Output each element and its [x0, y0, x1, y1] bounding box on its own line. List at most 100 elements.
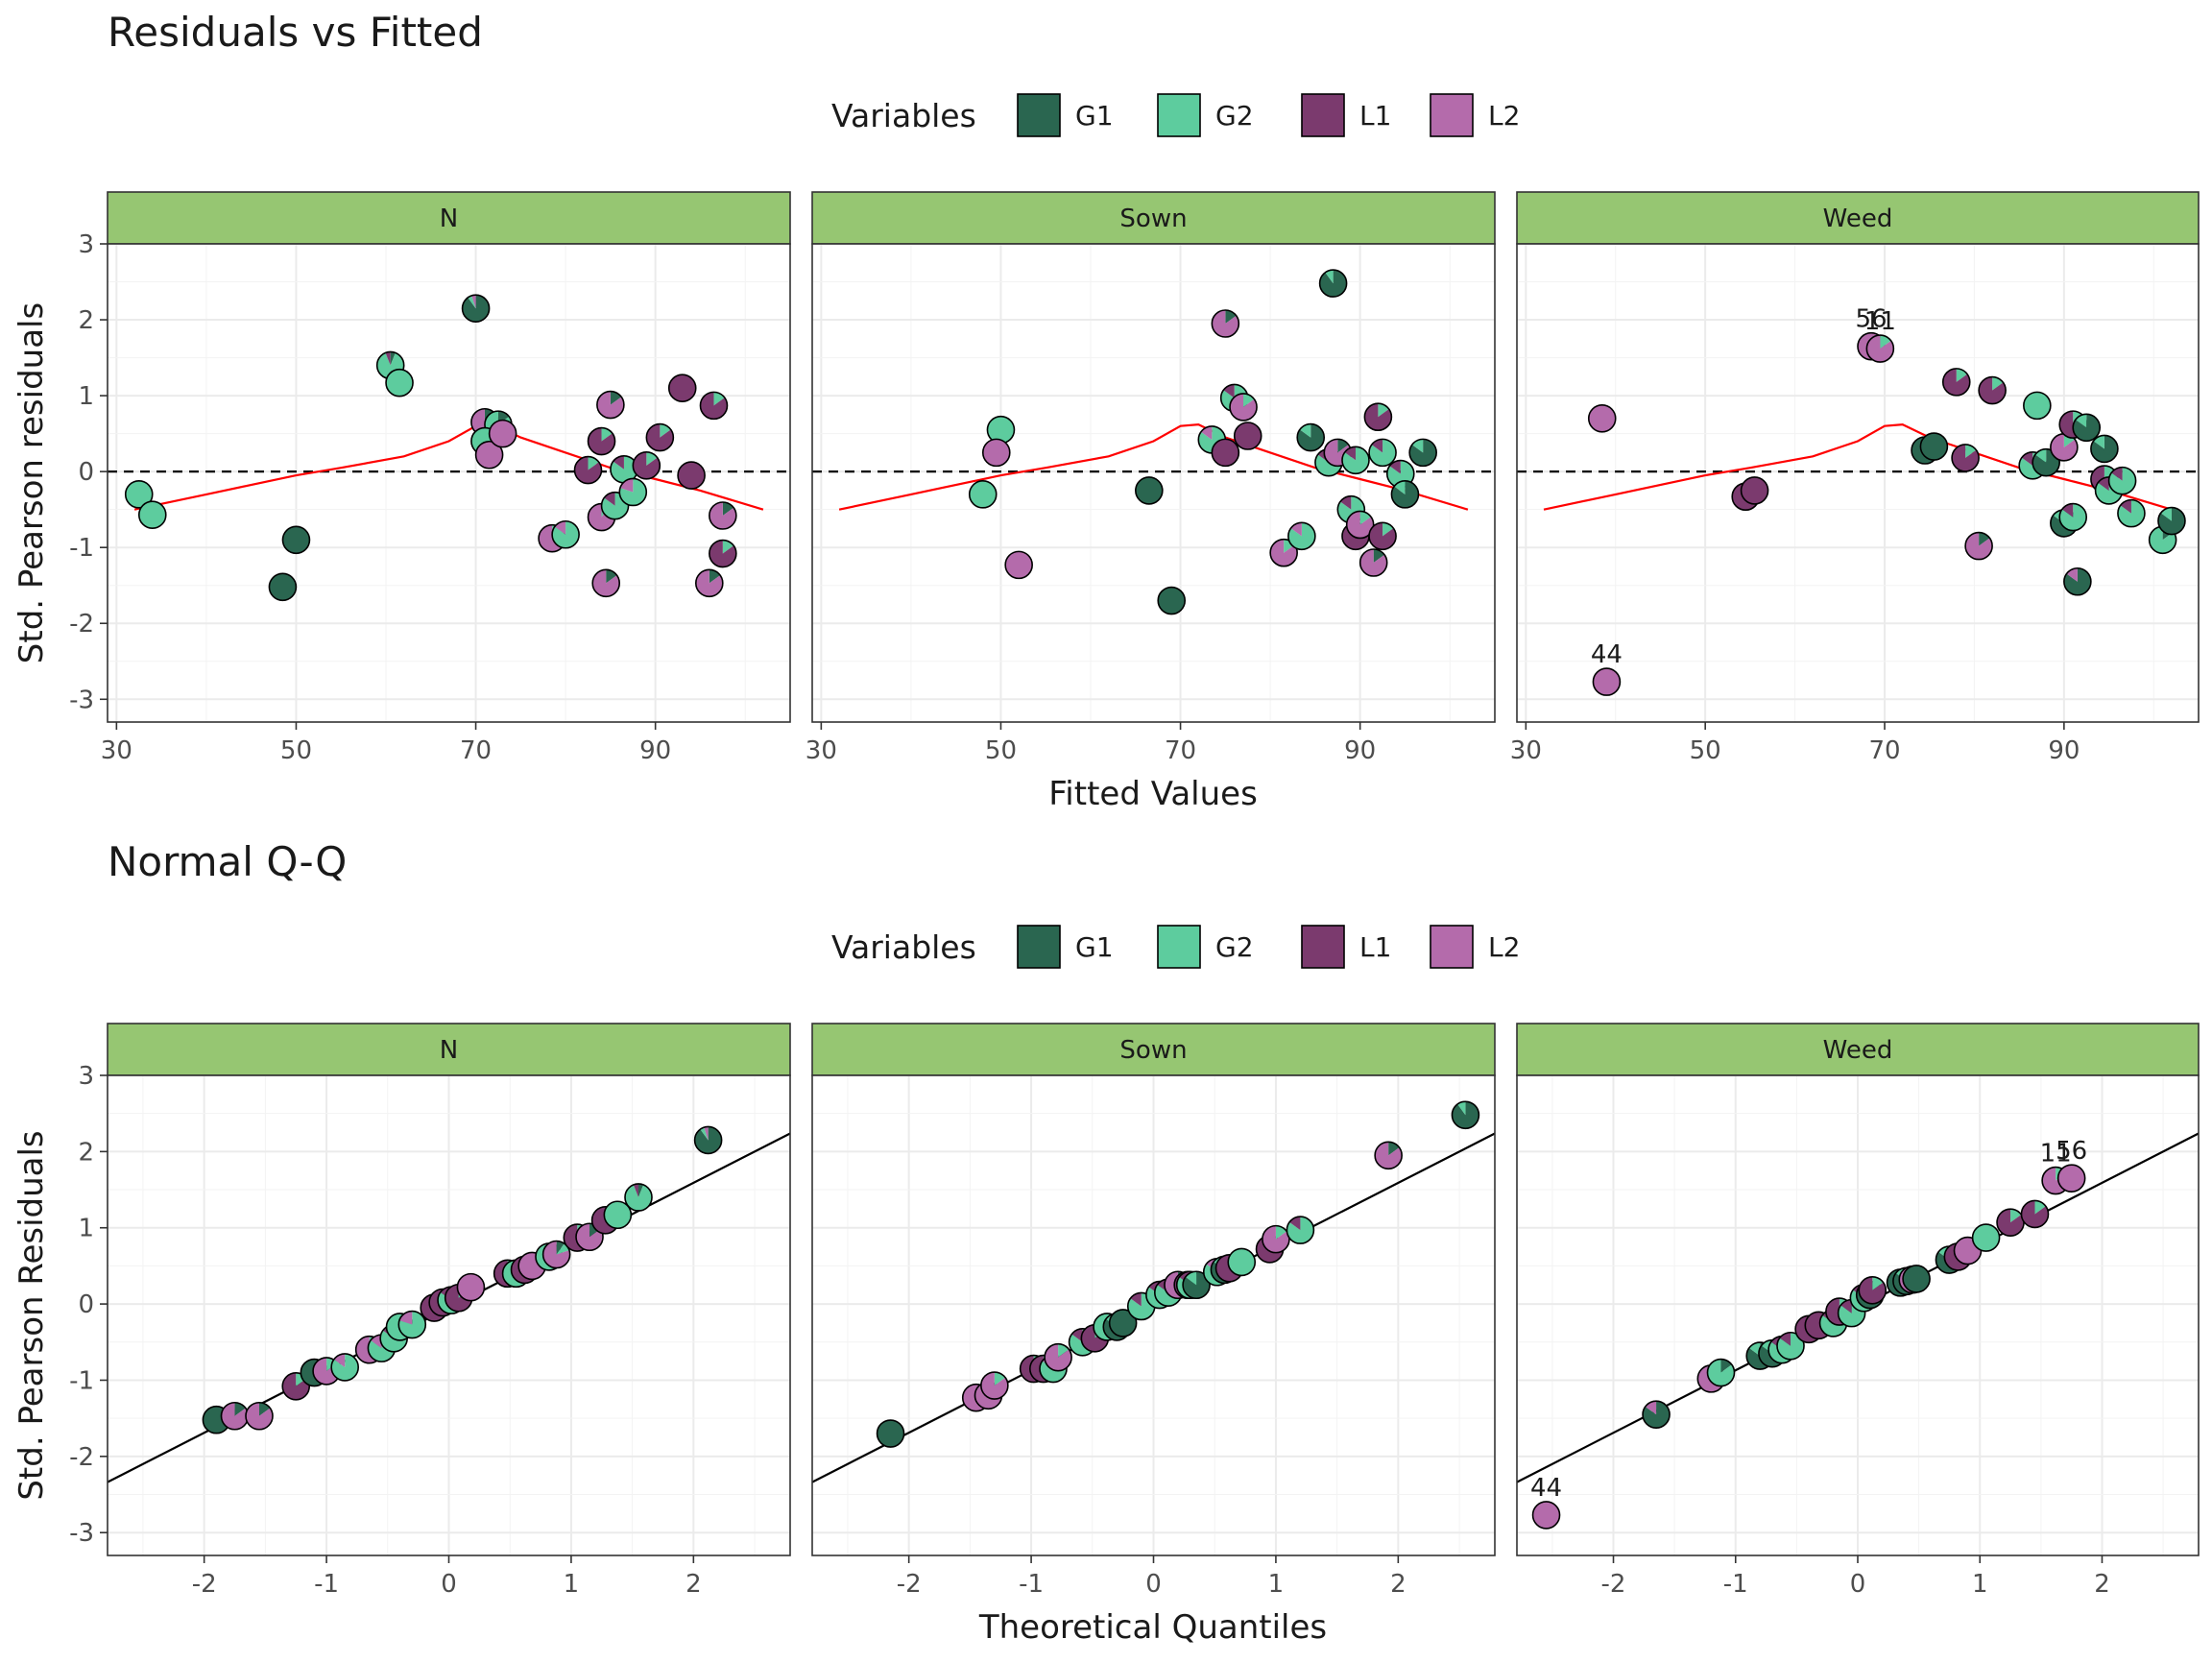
legend-key-g2 [1158, 926, 1200, 968]
data-point [1005, 551, 1032, 578]
point-label: 11 [1864, 307, 1896, 336]
y-tick-label: -3 [69, 1519, 94, 1548]
x-axis-title: Fitted Values [1048, 775, 1258, 813]
legend-key-g2 [1158, 94, 1200, 136]
data-point [1643, 1401, 1670, 1428]
data-point [246, 1403, 273, 1430]
facet-strip-label: Sown [1119, 205, 1187, 233]
data-point [1297, 424, 1324, 451]
data-point [1228, 1248, 1255, 1275]
data-point [1952, 445, 1979, 471]
data-point [1235, 422, 1262, 449]
facet-strip-label: Weed [1823, 205, 1893, 233]
data-point [1391, 481, 1418, 508]
data-point [398, 1312, 425, 1338]
data-point [1742, 477, 1768, 504]
x-tick-label: -2 [1601, 1570, 1626, 1599]
x-axis-title: Theoretical Quantiles [978, 1608, 1327, 1647]
data-point [1158, 588, 1185, 615]
x-tick-label: 30 [805, 736, 837, 765]
y-tick-label: -3 [69, 686, 94, 714]
data-point [1288, 522, 1315, 549]
x-tick-label: 70 [460, 736, 492, 765]
data-point [1364, 403, 1391, 430]
y-tick-label: 2 [78, 306, 94, 335]
data-point [1979, 377, 2006, 404]
point-label: 56 [2056, 1137, 2087, 1166]
x-tick-label: 70 [1165, 736, 1196, 765]
data-point [552, 521, 579, 548]
y-tick-label: 1 [78, 382, 94, 411]
x-tick-label: 50 [985, 736, 1017, 765]
data-point [1533, 1502, 1560, 1529]
y-axis-title: Std. Pearson residuals [12, 302, 51, 663]
data-point [222, 1403, 249, 1430]
data-point [269, 573, 296, 600]
x-tick-label: -1 [314, 1570, 339, 1599]
data-point [2024, 392, 2051, 419]
facet-strip-label: N [440, 1036, 458, 1065]
data-point [1973, 1224, 2000, 1251]
data-point [2059, 504, 2086, 531]
y-tick-label: 3 [78, 1062, 94, 1091]
data-point [2109, 468, 2136, 494]
data-point [1859, 1277, 1886, 1304]
legend-label-l1: L1 [1359, 931, 1391, 963]
x-tick-label: 70 [1868, 736, 1900, 765]
legend-key-l1 [1302, 926, 1344, 968]
data-point [1965, 533, 1992, 560]
data-point [696, 569, 723, 596]
legend-label-g2: G2 [1215, 931, 1254, 963]
x-tick-label: 50 [1690, 736, 1721, 765]
facet-strip-label: Weed [1823, 1036, 1893, 1065]
data-point [463, 295, 490, 322]
data-point [709, 502, 736, 529]
data-point [2073, 414, 2100, 441]
y-tick-label: 2 [78, 1138, 94, 1167]
point-label: 44 [1591, 640, 1623, 669]
legend-key-l2 [1431, 926, 1473, 968]
data-point [2091, 435, 2118, 462]
data-point [1409, 439, 1436, 466]
data-point [1212, 310, 1238, 337]
data-point [1262, 1226, 1289, 1253]
data-point [457, 1274, 484, 1301]
data-point [970, 481, 997, 508]
data-point [592, 569, 619, 596]
x-tick-label: 30 [1510, 736, 1542, 765]
data-point [386, 370, 413, 397]
plot-title: Residuals vs Fitted [108, 9, 483, 56]
y-tick-label: -1 [69, 534, 94, 563]
data-point [1593, 668, 1620, 695]
data-point [625, 1184, 652, 1211]
x-tick-label: 1 [1268, 1570, 1285, 1599]
data-point [1369, 522, 1396, 549]
x-tick-label: -1 [1723, 1570, 1748, 1599]
x-tick-label: 2 [2094, 1570, 2110, 1599]
data-point [1286, 1217, 1313, 1243]
data-point [1320, 270, 1347, 297]
data-point [1136, 477, 1163, 504]
data-point [1230, 394, 1257, 421]
y-tick-label: -2 [69, 1443, 94, 1472]
data-point [1452, 1101, 1479, 1128]
y-tick-label: -2 [69, 610, 94, 639]
data-point [2058, 1165, 2085, 1192]
legend-key-g1 [1018, 926, 1060, 968]
data-point [282, 526, 309, 553]
data-point [1903, 1265, 1930, 1292]
x-tick-label: 2 [1390, 1570, 1407, 1599]
legend-key-l1 [1302, 94, 1344, 136]
x-tick-label: 0 [1145, 1570, 1162, 1599]
legend-key-g1 [1018, 94, 1060, 136]
data-point [597, 392, 624, 419]
x-tick-label: 1 [1972, 1570, 1988, 1599]
data-point [2064, 568, 2091, 595]
data-point [700, 392, 727, 419]
data-point [1342, 446, 1369, 473]
x-tick-label: 90 [2048, 736, 2080, 765]
data-point [331, 1354, 358, 1381]
